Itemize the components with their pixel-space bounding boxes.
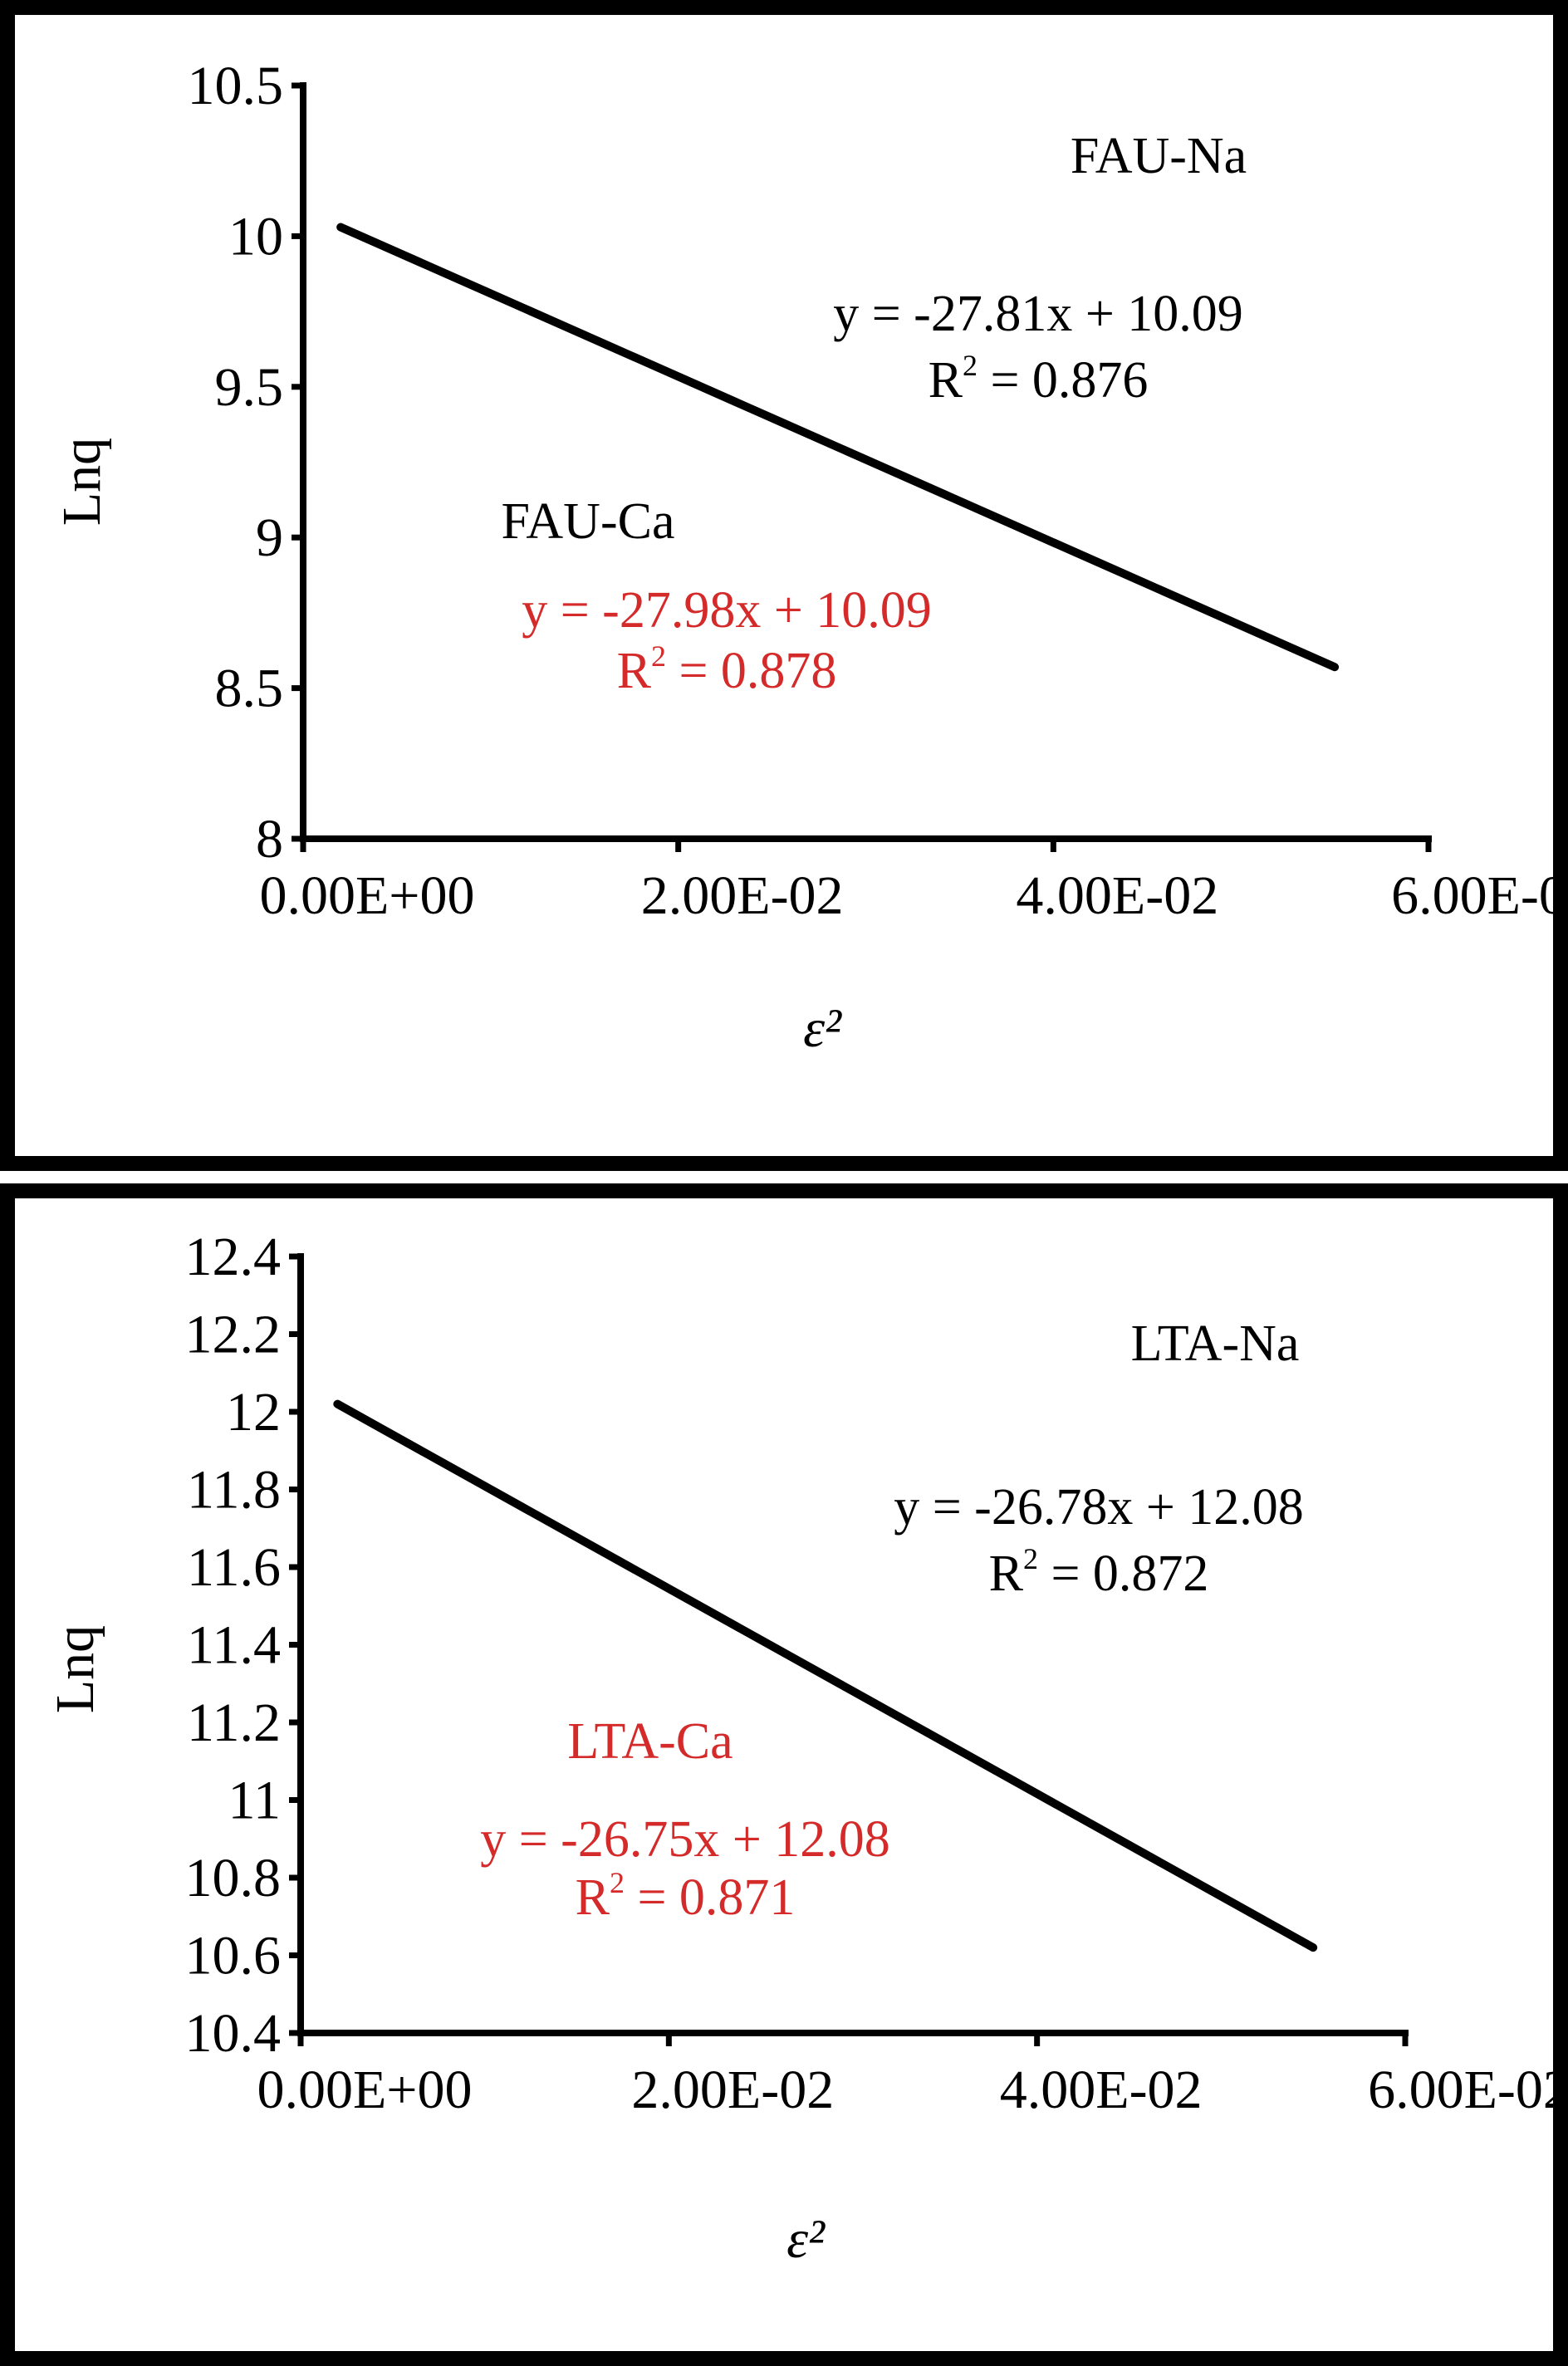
equation-fau-ca: y = -27.98x + 10.09	[522, 582, 932, 639]
series-label-fau-ca: FAU-Ca	[502, 493, 675, 550]
x-tick-label: 6.00E-02	[1368, 2060, 1553, 2120]
chart-panel-lta: 10.4 10.6 10.8 11 11.2 11.4 11.6 11.8 12 12.2 12.4…	[0, 1183, 1568, 2366]
y-tick-label: 8	[256, 809, 283, 869]
equation-lta-ca: y = -26.75x + 12.08	[480, 1811, 890, 1868]
y-axis-title: Lnq	[45, 1625, 105, 1713]
x-tick-label: 4.00E-02	[1000, 2060, 1203, 2120]
r2-lta-ca: R2 = 0.871	[576, 1866, 796, 1926]
equation-lta-na: y = -26.78x + 12.08	[894, 1479, 1304, 1536]
series-label-lta-na: LTA-Na	[1131, 1315, 1300, 1372]
x-axis-title: ε²	[786, 2209, 826, 2270]
y-tick-label: 9	[256, 507, 283, 568]
chart-panel-fau: 8 8.5 9 9.5 10 10.5 0.00E+00 2.00E-02 4.00E-02 6.…	[0, 0, 1568, 1171]
x-tick-label: 2.00E-02	[641, 865, 844, 926]
series-label-fau-na: FAU-Na	[1071, 128, 1247, 184]
y-tick-label: 11.6	[187, 1537, 281, 1598]
x-axis-title: ε²	[803, 998, 842, 1059]
r2-fau-ca: R2 = 0.878	[617, 639, 837, 699]
series-line-fau-na	[336, 223, 1340, 672]
series-line-lta-na	[333, 1399, 1318, 1952]
y-tick-label: 12	[226, 1382, 281, 1443]
y-tick-label: 9.5	[215, 357, 284, 418]
y-tick-label: 10.8	[185, 1848, 282, 1908]
y-tick-label: 12.4	[185, 1227, 282, 1287]
y-tick-label: 11.4	[187, 1615, 281, 1676]
y-tick-label: 12.2	[185, 1305, 282, 1365]
y-tick-label: 10.4	[185, 2003, 282, 2064]
y-tick-label: 11	[228, 1771, 281, 1831]
chart-fau: 8 8.5 9 9.5 10 10.5 0.00E+00 2.00E-02 4.00E-02 6.…	[51, 56, 1553, 1059]
y-tick-label: 8.5	[215, 659, 284, 719]
x-tick-label: 2.00E-02	[631, 2060, 834, 2120]
chart-lta: 10.4 10.6 10.8 11 11.2 11.4 11.6 11.8 12 12.2 12.4…	[45, 1227, 1553, 2270]
r2-lta-na: R2 = 0.872	[989, 1542, 1209, 1602]
r2-fau-na: R2 = 0.876	[929, 349, 1149, 409]
x-tick-label: 4.00E-02	[1016, 865, 1218, 926]
equation-fau-na: y = -27.81x + 10.09	[833, 286, 1243, 342]
y-tick-label: 10.5	[188, 56, 284, 116]
y-tick-label: 10	[228, 206, 283, 267]
y-axis-title: Lnq	[51, 438, 112, 526]
x-tick-label: 6.00E-02	[1391, 865, 1553, 926]
y-tick-label: 10.6	[185, 1926, 282, 1986]
y-tick-label: 11.2	[187, 1692, 281, 1753]
x-tick-label: 0.00E+00	[257, 2060, 472, 2120]
series-label-lta-ca: LTA-Ca	[567, 1713, 733, 1770]
x-tick-label: 0.00E+00	[259, 865, 474, 926]
y-tick-label: 11.8	[187, 1460, 281, 1521]
